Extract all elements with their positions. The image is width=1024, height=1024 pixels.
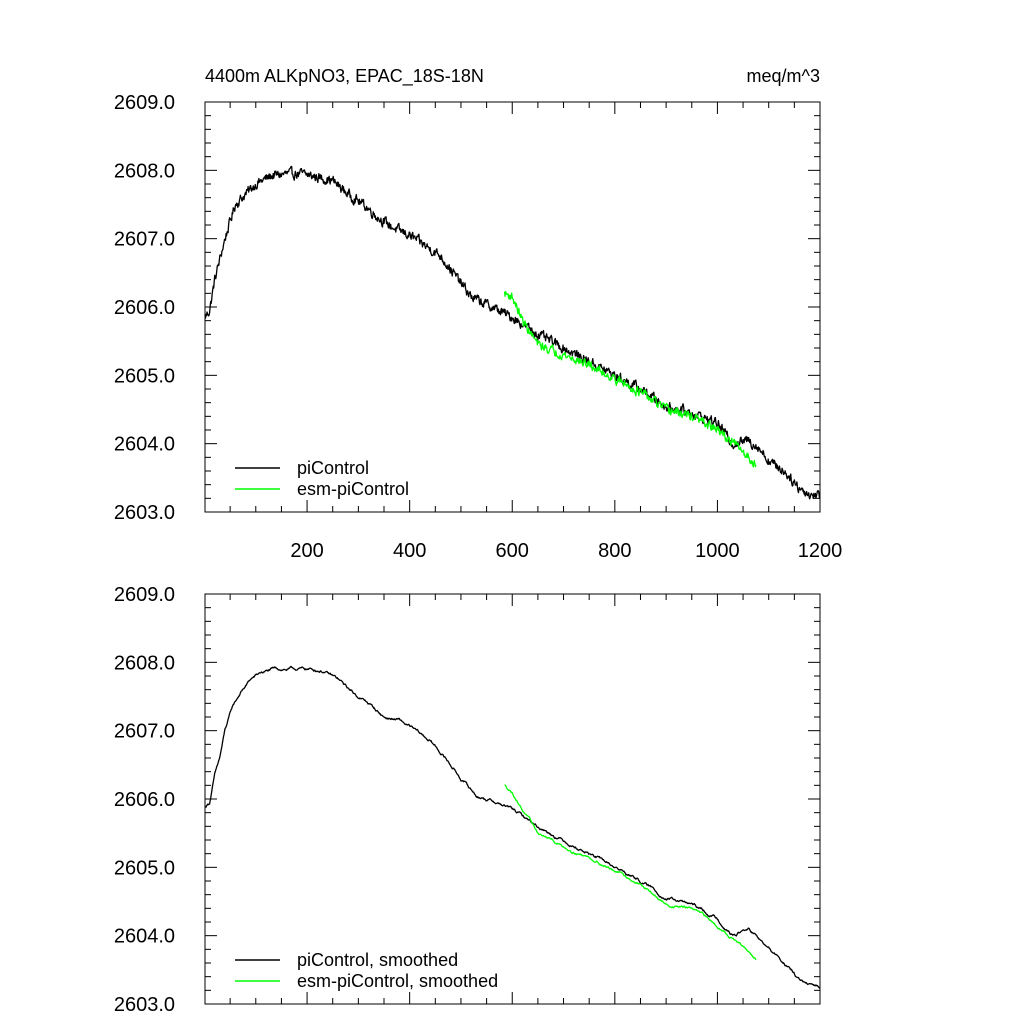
y-tick-label: 2603.0 <box>114 502 175 524</box>
chart-title: 4400m ALKpNO3, EPAC_18S-18N <box>205 66 484 87</box>
y-tick-label: 2608.0 <box>114 652 175 674</box>
x-tick-label: 1000 <box>695 540 740 562</box>
legend-label: piControl <box>297 458 369 478</box>
plot-frame <box>204 593 821 1005</box>
y-tick-label: 2608.0 <box>114 160 175 182</box>
series-line-esm-picontrol-smoothed <box>504 784 757 961</box>
top-panel: 2603.0 2604.0 2605.0 2606.0 2607.0 2608.0 2609… <box>114 66 842 562</box>
y-tick-label: 2605.0 <box>114 857 175 879</box>
y-tick-label: 2605.0 <box>114 365 175 387</box>
plot-frame <box>204 101 821 513</box>
chart-units: meq/m^3 <box>747 66 820 86</box>
y-tick-label: 2609.0 <box>114 92 175 114</box>
y-tick-label: 2607.0 <box>114 721 175 743</box>
series-line-picontrol <box>205 165 820 500</box>
bottom-panel: 2603.0 2604.0 2605.0 2606.0 2607.0 2608.0 2609… <box>114 584 821 1016</box>
y-tick-label: 2606.0 <box>114 789 175 811</box>
y-tick-label: 2607.0 <box>114 229 175 251</box>
x-tick-label: 800 <box>598 540 631 562</box>
x-tick-label: 600 <box>496 540 529 562</box>
y-tick-label: 2603.0 <box>114 994 175 1016</box>
legend-label: esm-piControl <box>297 479 409 499</box>
legend-label: esm-piControl, smoothed <box>297 971 498 991</box>
series-line-esm-picontrol <box>503 290 757 468</box>
legend-label: piControl, smoothed <box>297 950 458 970</box>
y-tick-label: 2609.0 <box>114 584 175 606</box>
x-tick-label: 200 <box>290 540 323 562</box>
series-line-picontrol-smoothed <box>205 665 820 989</box>
y-tick-label: 2604.0 <box>114 434 175 456</box>
x-tick-label: 400 <box>393 540 426 562</box>
y-tick-label: 2606.0 <box>114 297 175 319</box>
y-tick-label: 2604.0 <box>114 926 175 948</box>
x-tick-label: 1200 <box>798 540 843 562</box>
